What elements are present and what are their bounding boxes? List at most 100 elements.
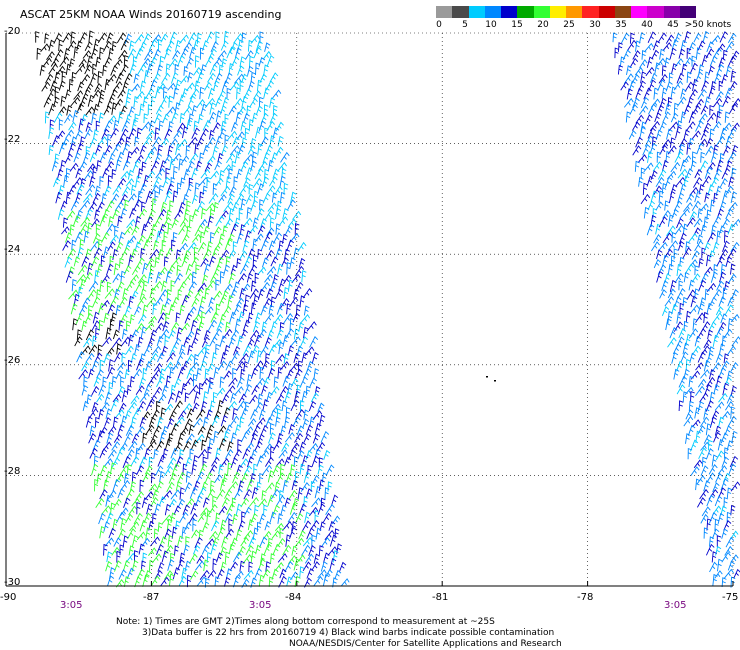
wind-barb xyxy=(194,142,200,155)
wind-barb xyxy=(106,133,112,147)
wind-barb xyxy=(656,104,664,115)
wind-barb xyxy=(117,528,126,539)
wind-barb xyxy=(177,559,185,571)
wind-barb xyxy=(189,214,194,227)
wind-barb xyxy=(194,288,204,299)
wind-barb xyxy=(63,47,71,60)
wind-barb xyxy=(142,304,149,316)
wind-barb xyxy=(101,232,110,243)
wind-barb xyxy=(174,416,185,427)
wind-barb xyxy=(670,112,679,123)
wind-barb xyxy=(701,54,709,67)
wind-barb xyxy=(684,386,694,396)
wind-barb xyxy=(719,200,727,212)
wind-barb xyxy=(133,73,140,84)
wind-barb xyxy=(237,335,244,347)
wind-barb xyxy=(219,376,225,388)
wind-barb xyxy=(201,545,210,555)
wind-barb xyxy=(716,64,725,76)
wind-barb xyxy=(122,160,131,171)
wind-barb xyxy=(731,50,740,61)
wind-barb xyxy=(263,64,270,76)
wind-barb xyxy=(69,162,79,172)
wind-barb xyxy=(185,536,190,548)
wind-barb xyxy=(258,56,266,67)
wind-barb xyxy=(725,41,735,52)
wind-barb xyxy=(304,346,315,357)
wind-barb xyxy=(263,231,273,243)
wind-barb xyxy=(226,503,235,515)
wind-barb xyxy=(304,511,311,523)
wind-barb xyxy=(127,169,134,180)
wind-barb xyxy=(730,70,737,83)
wind-barb xyxy=(65,63,72,75)
wind-barb xyxy=(92,296,101,308)
wind-barb xyxy=(70,96,81,107)
wind-barb xyxy=(109,567,116,580)
wind-barb xyxy=(648,103,657,115)
wind-barb xyxy=(170,176,176,187)
wind-barb xyxy=(722,218,730,228)
wind-barb xyxy=(224,72,233,84)
wind-barb xyxy=(142,262,149,275)
wind-barb xyxy=(164,503,172,516)
wind-barb xyxy=(222,328,233,339)
wind-barb xyxy=(157,454,166,467)
wind-barb xyxy=(290,571,299,581)
wind-barb xyxy=(67,40,77,51)
wind-barb xyxy=(723,280,731,292)
wind-barb xyxy=(119,313,128,324)
wind-barb xyxy=(150,95,156,107)
wind-barb xyxy=(240,431,250,443)
wind-barb xyxy=(93,247,102,259)
wind-barb xyxy=(200,168,211,179)
wind-barb xyxy=(110,398,119,411)
wind-barb xyxy=(124,199,130,211)
wind-barb xyxy=(158,184,164,195)
wind-barb xyxy=(685,310,692,323)
wind-barb xyxy=(54,86,60,99)
wind-barb xyxy=(128,295,135,308)
wind-barb xyxy=(85,208,93,220)
wind-barb xyxy=(177,366,186,379)
wind-barb xyxy=(698,113,708,123)
wind-barb xyxy=(707,329,713,340)
wind-barb xyxy=(684,57,693,67)
wind-barb xyxy=(311,351,319,364)
wind-barb xyxy=(733,568,740,579)
wind-barb xyxy=(161,239,167,252)
wind-barb xyxy=(65,270,74,283)
wind-barb xyxy=(75,64,86,75)
wind-barb xyxy=(643,162,654,173)
wind-barb xyxy=(68,78,74,91)
wind-barb xyxy=(92,166,98,179)
wind-barb xyxy=(700,224,708,236)
wind-barb xyxy=(246,478,255,491)
wind-barb xyxy=(673,368,680,380)
wind-barb xyxy=(706,352,714,364)
wind-barb xyxy=(678,280,684,291)
wind-barb xyxy=(713,144,719,155)
wind-barb xyxy=(717,367,727,379)
wind-barb xyxy=(697,40,706,51)
wind-barb xyxy=(108,425,117,435)
wind-barb xyxy=(266,120,276,132)
wind-barb xyxy=(722,145,731,156)
wind-barb xyxy=(190,570,199,580)
wind-barb xyxy=(141,121,151,131)
wind-barb xyxy=(182,440,192,452)
wind-barb xyxy=(229,561,239,572)
wind-barb xyxy=(705,423,712,436)
wind-barb xyxy=(259,96,264,108)
wind-barb xyxy=(114,351,123,363)
wind-barb xyxy=(302,288,313,299)
wind-barb xyxy=(196,137,205,147)
wind-barb xyxy=(186,330,195,340)
wind-barb xyxy=(215,215,225,227)
wind-barb xyxy=(154,113,162,124)
wind-barb xyxy=(200,400,208,412)
wind-barb xyxy=(120,376,125,387)
wind-barb xyxy=(51,160,59,172)
wind-barb xyxy=(248,264,258,275)
wind-barb xyxy=(131,498,140,507)
